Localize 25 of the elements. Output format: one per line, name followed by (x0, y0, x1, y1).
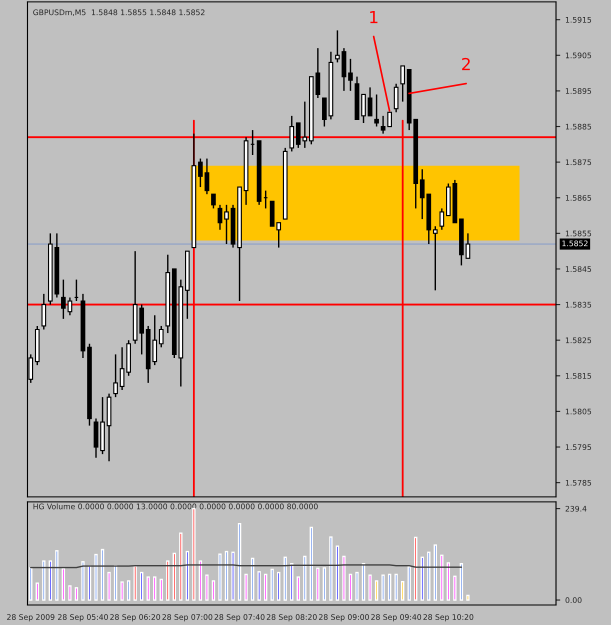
candlestick (68, 296, 72, 316)
candlestick (420, 168, 425, 220)
candlestick (400, 65, 406, 102)
candlestick (113, 354, 118, 398)
candlestick (211, 193, 216, 210)
candlestick (387, 112, 392, 128)
candlestick (322, 97, 327, 128)
candlestick (432, 226, 438, 292)
candlestick (276, 222, 282, 248)
candlestick (41, 293, 46, 330)
candlestick (120, 346, 124, 391)
candlestick (152, 314, 158, 366)
annotation: 2 (462, 58, 470, 70)
candlestick (289, 115, 294, 152)
candlestick (316, 47, 320, 99)
annotation: 1 (370, 11, 378, 24)
candlestick (394, 83, 398, 113)
candlestick (466, 232, 470, 259)
candlestick (374, 94, 379, 128)
candlestick (302, 100, 308, 149)
candlestick (296, 122, 301, 149)
candlestick (158, 325, 164, 348)
candlestick (61, 278, 66, 320)
candlestick (439, 208, 444, 230)
candlestick (380, 115, 386, 134)
